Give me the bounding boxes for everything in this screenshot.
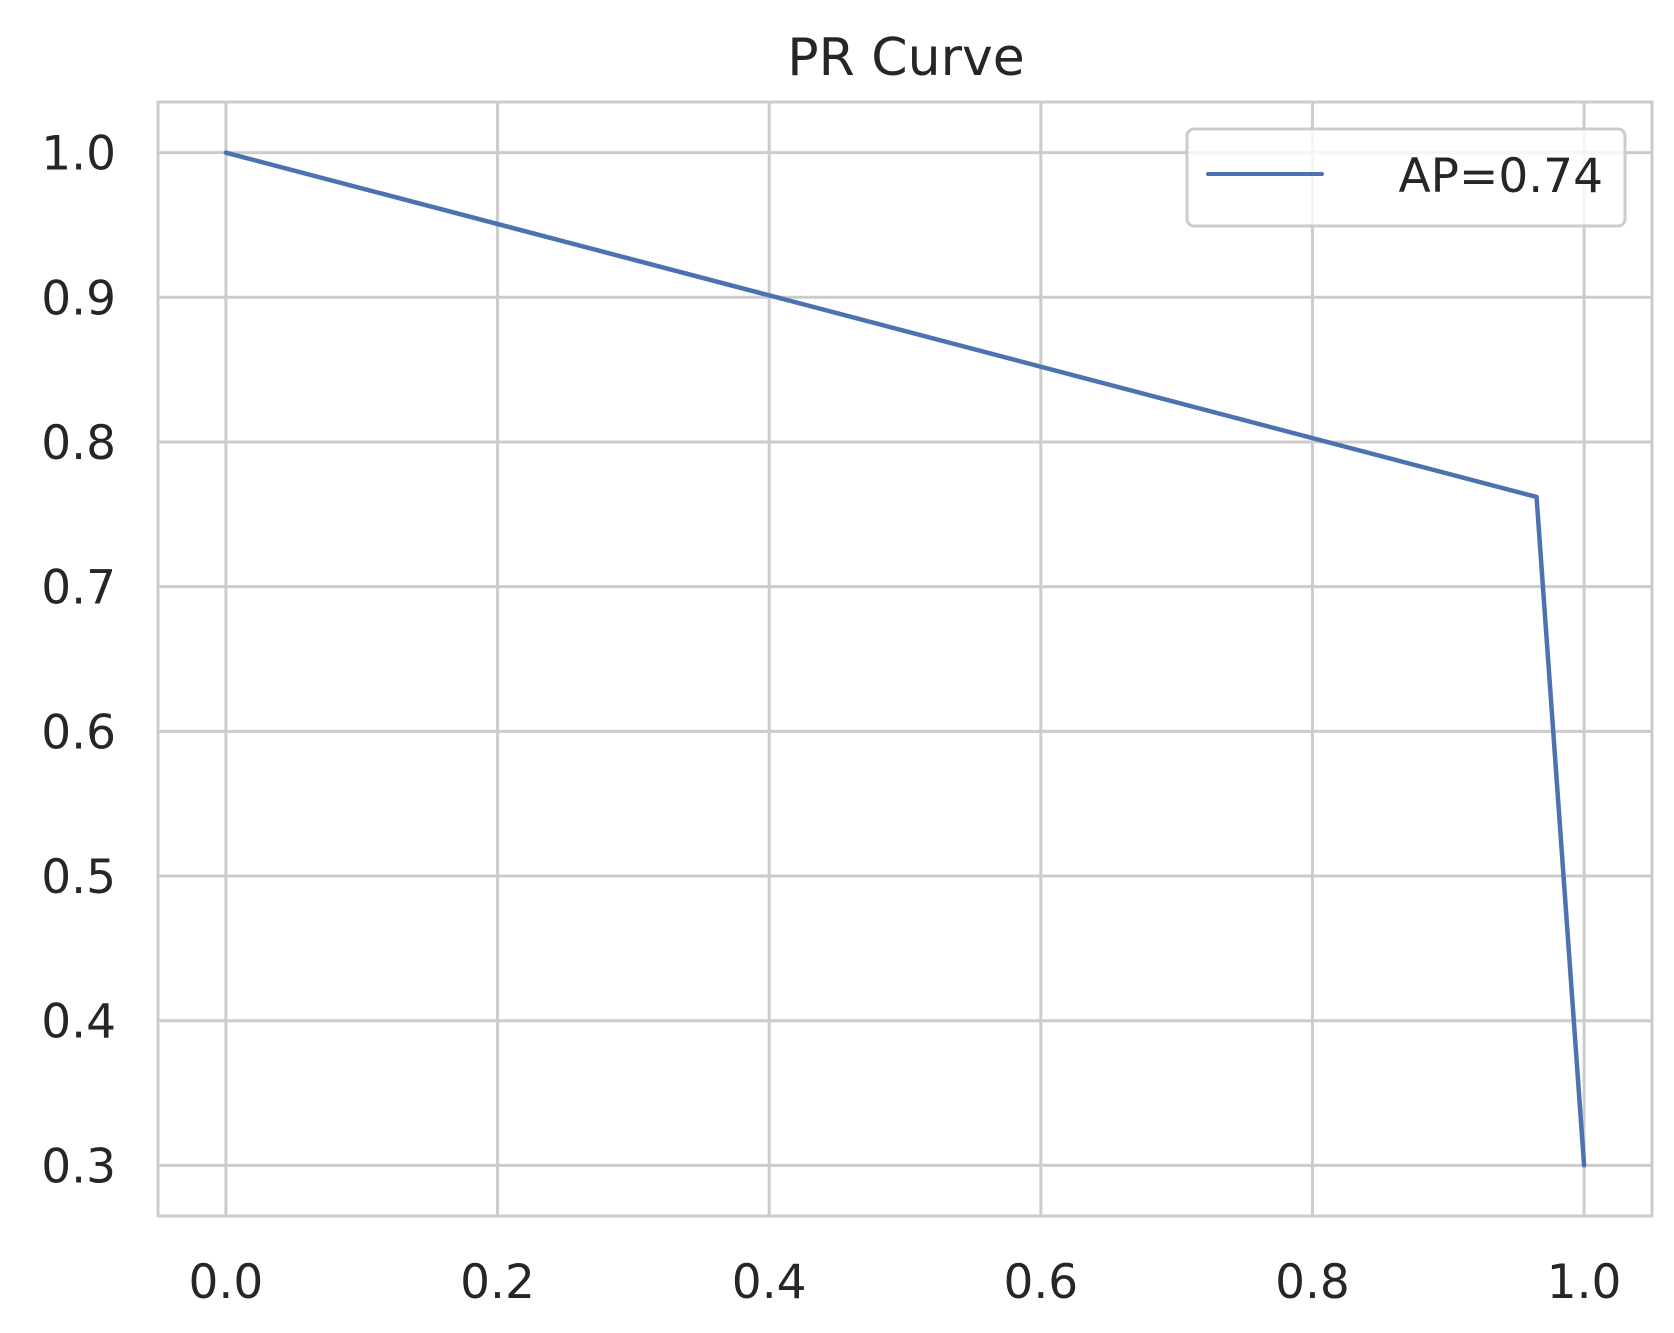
series-line-0 bbox=[223, 150, 1587, 1168]
legend-label: AP=0.74 bbox=[1398, 149, 1603, 204]
y-tick-labels: 0.3 0.4 0.5 0.6 0.7 0.8 0.9 1.0 bbox=[41, 127, 116, 1195]
x-tick-label-1: 0.2 bbox=[460, 1255, 535, 1310]
series-layer bbox=[223, 150, 1587, 1168]
y-tick-label-7: 1.0 bbox=[41, 127, 116, 182]
x-tick-label-2: 0.4 bbox=[732, 1255, 807, 1310]
y-tick-label-3: 0.6 bbox=[41, 705, 116, 760]
y-tick-label-6: 0.9 bbox=[41, 271, 116, 326]
x-tick-label-0: 0.0 bbox=[189, 1255, 264, 1310]
y-tick-label-1: 0.4 bbox=[41, 995, 116, 1050]
y-tick-label-2: 0.5 bbox=[41, 850, 116, 905]
x-tick-label-4: 0.8 bbox=[1275, 1255, 1350, 1310]
legend: AP=0.74 bbox=[1185, 127, 1627, 228]
y-tick-label-0: 0.3 bbox=[41, 1139, 116, 1194]
plot-frame bbox=[156, 100, 1654, 1218]
x-tick-labels: 0.0 0.2 0.4 0.6 0.8 1.0 bbox=[189, 1255, 1622, 1310]
grid bbox=[158, 102, 1652, 1216]
y-tick-label-4: 0.7 bbox=[41, 561, 116, 616]
chart-title: PR Curve bbox=[787, 28, 1024, 88]
legend-box bbox=[1185, 127, 1627, 228]
y-tick-label-5: 0.8 bbox=[41, 416, 116, 471]
x-tick-label-3: 0.6 bbox=[1003, 1255, 1078, 1310]
x-tick-label-5: 1.0 bbox=[1547, 1255, 1622, 1310]
